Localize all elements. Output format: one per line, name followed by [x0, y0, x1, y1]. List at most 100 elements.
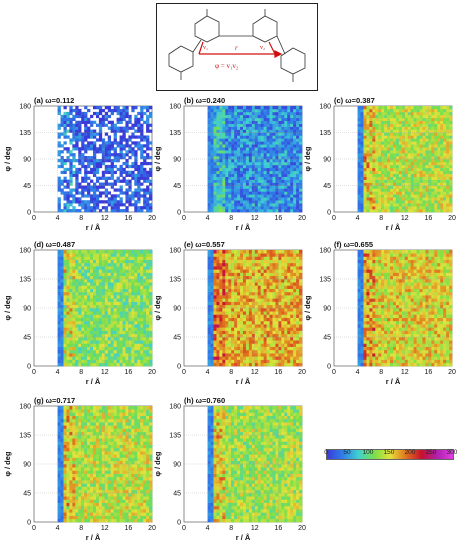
heatmap-cell	[69, 179, 73, 183]
heatmap-cell	[125, 359, 129, 364]
heatmap-cell	[63, 304, 67, 309]
heatmap-cell	[257, 311, 261, 315]
heatmap-cell	[93, 200, 97, 204]
heatmap-cell	[228, 159, 232, 163]
heatmap-cell	[234, 259, 238, 264]
heatmap-cell	[266, 123, 270, 127]
heatmap-cell	[281, 179, 285, 183]
heatmap-cell	[263, 147, 267, 151]
heatmap-cell	[213, 343, 217, 347]
heatmap-cell	[260, 179, 264, 183]
heatmap-cell	[234, 167, 238, 172]
heatmap-cell	[213, 188, 217, 192]
heatmap-cell	[446, 144, 450, 148]
heatmap-cell	[281, 141, 285, 145]
heatmap-cell	[116, 327, 120, 331]
heatmap-cell	[84, 259, 88, 264]
heatmap-cell	[231, 179, 235, 183]
heatmap-cell	[66, 317, 70, 322]
heatmap-cell	[366, 170, 370, 175]
heatmap-cell	[366, 203, 370, 207]
heatmap-cell	[257, 304, 261, 309]
heatmap-cell	[231, 129, 235, 133]
heatmap-cell	[398, 106, 403, 110]
heatmap-cell	[425, 153, 429, 157]
heatmap-cell	[125, 164, 129, 169]
heatmap-cell	[207, 120, 211, 124]
heatmap-cell	[425, 188, 429, 192]
heatmap-cell	[281, 159, 285, 163]
heatmap-cell	[57, 106, 61, 110]
heatmap-cell	[131, 343, 135, 347]
heatmap-cell	[243, 117, 247, 122]
heatmap-cell	[287, 108, 291, 113]
heatmap-cell	[299, 161, 303, 166]
heatmap-cell	[93, 317, 97, 322]
heatmap-cell	[101, 182, 106, 186]
heatmap-cell	[101, 191, 106, 195]
heatmap-cell	[260, 191, 264, 195]
heatmap-cell	[104, 179, 109, 183]
heatmap-cell	[116, 333, 120, 338]
heatmap-cell	[446, 209, 450, 213]
heatmap-cell	[272, 167, 276, 172]
heatmap-cell	[78, 340, 82, 344]
heatmap-cell	[93, 191, 97, 195]
heatmap-cell	[234, 179, 238, 183]
heatmap-cell	[254, 159, 259, 163]
heatmap-cell	[237, 147, 241, 151]
heatmap-cell	[66, 324, 70, 328]
heatmap-cell	[146, 304, 150, 309]
heatmap-cell	[240, 209, 244, 213]
heatmap-cell	[293, 117, 297, 122]
heatmap-cell	[395, 106, 400, 110]
heatmap-cell	[66, 167, 70, 172]
heatmap-cell	[422, 108, 426, 113]
heatmap-cell	[66, 262, 70, 267]
heatmap-cell	[381, 206, 385, 210]
heatmap-cell	[137, 359, 141, 364]
heatmap-cell	[219, 108, 223, 113]
heatmap-cell	[254, 291, 259, 296]
heatmap-cell	[395, 138, 400, 142]
heatmap-cell	[416, 203, 420, 207]
heatmap-cell	[378, 156, 382, 160]
heatmap-cell	[84, 111, 88, 116]
heatmap-cell	[72, 275, 76, 280]
heatmap-cell	[210, 333, 214, 338]
heatmap-cell	[78, 346, 82, 351]
heatmap-cell	[66, 135, 70, 139]
heatmap-cell	[128, 170, 132, 175]
heatmap-cell	[234, 353, 238, 357]
heatmap-cell	[104, 206, 109, 210]
heatmap-cell	[122, 301, 126, 306]
heatmap-cell	[299, 179, 303, 183]
heatmap-cell	[128, 333, 132, 338]
heatmap-cell	[431, 106, 435, 110]
heatmap-cell	[390, 209, 394, 213]
heatmap-cell	[251, 153, 256, 157]
heatmap-cell	[63, 159, 67, 163]
heatmap-cell	[366, 129, 370, 133]
heatmap-cell	[107, 356, 111, 360]
heatmap-cell	[101, 311, 106, 315]
heatmap-cell	[245, 182, 250, 186]
heatmap-cell	[248, 117, 253, 122]
heatmap-cell	[240, 308, 244, 312]
heatmap-cell	[260, 138, 264, 142]
heatmap-cell	[360, 147, 364, 151]
heatmap-cell	[122, 161, 126, 166]
heatmap-cell	[119, 288, 123, 293]
heatmap-cell	[251, 324, 256, 328]
heatmap-cell	[269, 123, 273, 127]
heatmap-cell	[207, 256, 211, 260]
heatmap-cell	[260, 135, 264, 139]
heatmap-cell	[128, 182, 132, 186]
heatmap-cell	[134, 173, 138, 177]
heatmap-cell	[245, 256, 250, 260]
heatmap-cell	[213, 170, 217, 175]
heatmap-cell	[290, 206, 294, 210]
heatmap-cell	[95, 167, 100, 172]
heatmap-cell	[207, 330, 211, 335]
heatmap-cell	[107, 150, 111, 154]
